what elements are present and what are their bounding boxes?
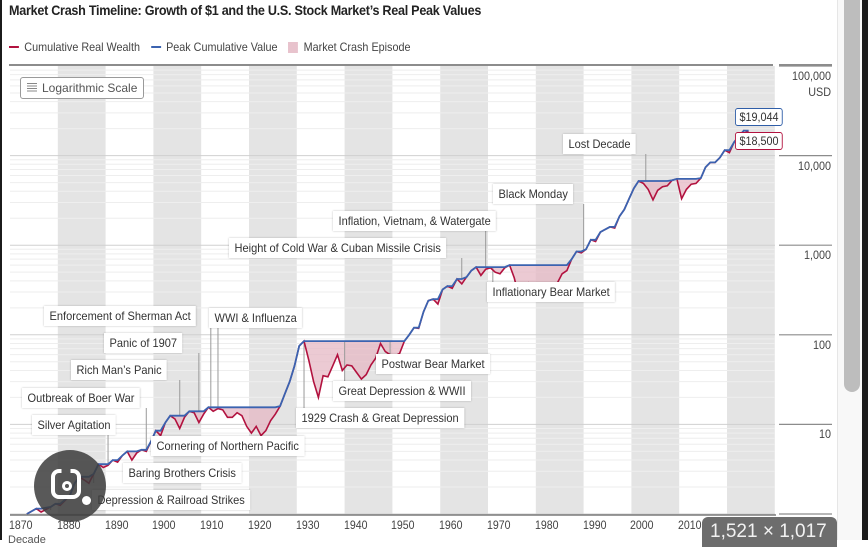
scrollbar-thumb[interactable] <box>844 0 860 392</box>
annotation-label: Black Monday <box>493 184 574 204</box>
end-value-real: $18,500 <box>735 132 784 150</box>
x-tick-label: 1920 <box>248 518 272 532</box>
logarithmic-scale-label: Logarithmic Scale <box>42 81 138 95</box>
window-border-left <box>0 0 2 540</box>
chart-title: Market Crash Timeline: Growth of $1 and … <box>9 2 482 18</box>
y-tick-label: 100 <box>812 337 831 352</box>
annotation-label: Great Depression & WWII <box>333 381 472 401</box>
annotation-label: Height of Cold War & Cuban Missile Crisi… <box>229 238 447 258</box>
crash-episode-fill <box>509 259 572 298</box>
annotation-label: Panic of 1907 <box>104 333 183 353</box>
decade-band-1960 <box>440 66 488 515</box>
annotation-label: Cornering of Northern Pacific <box>151 436 305 456</box>
x-tick-label: 1910 <box>200 518 224 532</box>
annotation-label: WWI & Influenza <box>209 308 303 328</box>
plot-top-border <box>9 64 773 66</box>
x-tick-label: 2000 <box>630 518 654 532</box>
end-value-peak: $19,044 <box>735 108 784 126</box>
annotation-label: Depression & Railroad Strikes <box>92 490 251 510</box>
x-tick-label: 1890 <box>104 518 129 532</box>
y-tick-label: 100,000 <box>791 69 831 83</box>
legend-label-crash-episode: Market Crash Episode <box>303 40 411 54</box>
annotation-label: Postwar Bear Market <box>376 354 491 374</box>
legend-item-peak-value: Peak Cumulative Value <box>150 40 278 54</box>
y-axis-tick-lines <box>779 65 832 515</box>
annotation-label: Lost Decade <box>563 134 637 154</box>
crash-episode-fill <box>189 407 209 423</box>
series-line-peak-value <box>26 129 749 515</box>
legend-swatch-peak-value <box>150 46 161 48</box>
legend-swatch-crash-episode <box>288 41 299 53</box>
x-tick-label: 1970 <box>487 518 511 532</box>
window-border-right <box>862 0 868 540</box>
chart-legend: Cumulative Real Wealth Peak Cumulative V… <box>9 40 421 54</box>
legend-swatch-real-wealth <box>9 46 19 48</box>
x-tick-label: 1930 <box>295 518 320 532</box>
annotation-label: 1929 Crash & Great Depression <box>296 408 465 428</box>
legend-item-crash-episode: Market Crash Episode <box>288 40 410 54</box>
list-lines-icon <box>27 83 37 93</box>
annotation-label: Silver Agitation <box>32 415 117 435</box>
y-tick-label: 10 <box>818 427 831 442</box>
decade-band-1880 <box>57 66 106 515</box>
annotation-label: Baring Brothers Crisis <box>123 463 242 483</box>
annotation-label: Outbreak of Boer War <box>22 388 141 408</box>
legend-item-real-wealth: Cumulative Real Wealth <box>9 40 140 54</box>
annotation-label: Enforcement of Sherman Act <box>44 306 197 326</box>
x-axis-title: Decade <box>8 534 46 546</box>
decade-band-1940 <box>344 66 393 515</box>
y-tick-label: 1,000 <box>803 248 831 263</box>
x-tick-label: 1980 <box>534 518 559 532</box>
x-tick-label: 1950 <box>391 518 415 532</box>
lens-center-dot-icon <box>62 481 72 491</box>
legend-label-real-wealth: Cumulative Real Wealth <box>24 40 140 54</box>
crash-episode-fill <box>304 341 405 398</box>
x-tick-label: 2010 <box>678 518 702 532</box>
image-dimensions-badge: 1,521 × 1,017 <box>702 517 837 547</box>
google-lens-button[interactable] <box>34 450 106 522</box>
logarithmic-scale-toggle[interactable]: Logarithmic Scale <box>20 77 145 99</box>
decade-band-2000 <box>631 66 680 515</box>
y-axis-unit-label: USD <box>808 85 831 99</box>
crash-episode-fill <box>638 180 673 200</box>
annotation-label: Inflation, Vietnam, & Watergate <box>333 211 497 231</box>
lens-corner-dot-icon <box>82 496 91 505</box>
annotation-label: Inflationary Bear Market <box>487 282 616 302</box>
annotation-label: Rich Man’s Panic <box>71 360 168 380</box>
x-tick-label: 1940 <box>343 518 368 532</box>
axis-top-border <box>779 64 832 66</box>
crash-episode-fill <box>170 411 190 429</box>
x-tick-label: 1870 <box>9 518 33 532</box>
crash-episode-fill <box>98 460 113 468</box>
x-tick-label: 1990 <box>582 518 607 532</box>
gridlines <box>10 69 775 515</box>
y-tick-label: 10,000 <box>797 158 831 173</box>
x-tick-label: 1900 <box>152 518 176 532</box>
x-tick-label: 1960 <box>439 518 463 532</box>
legend-label-peak-value: Peak Cumulative Value <box>166 40 278 54</box>
